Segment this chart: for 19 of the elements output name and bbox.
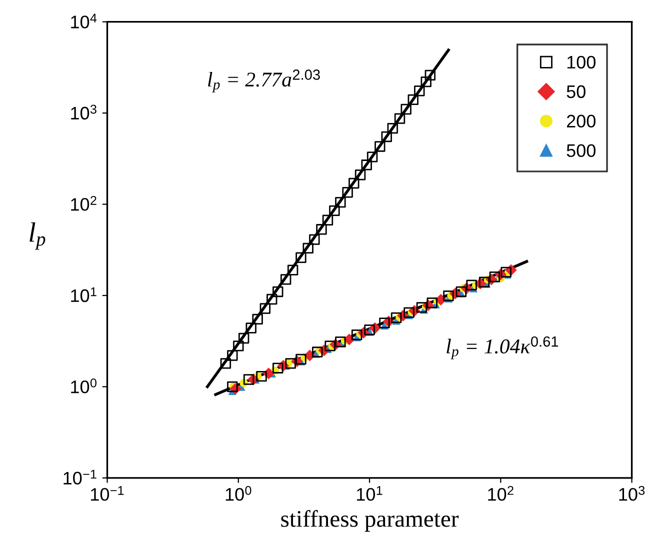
y-tick-label: 10$^{1}$ [71, 287, 96, 302]
y-tick-label: 10$^{3}$ [71, 104, 96, 120]
y-tick-label: 10$^{4}$ [71, 14, 97, 28]
legend-label: 200 [566, 114, 596, 128]
x-axis-title: stiffness parameter [281, 510, 459, 532]
y-tick-label: 10$^{−1}$ [64, 470, 96, 485]
x-tick-label: 10$^{3}$ [619, 486, 645, 501]
legend-label: 100 [567, 56, 596, 69]
x-tick-label: 10$^{0}$ [226, 486, 252, 501]
annotation: l$_{p}$ = 2.77a$^{2.03}$ [208, 70, 320, 92]
x-tick-label: 10$^{−1}$ [91, 486, 124, 501]
x-tick-label: 10$^{2}$ [488, 486, 514, 501]
y-axis-title: l$_{p}$ [30, 222, 46, 250]
legend-label: 50 [566, 85, 586, 98]
legend-label: 500 [566, 144, 596, 158]
x-tick-label: 10$^{1}$ [357, 486, 382, 501]
y-tick-label: 10$^{2}$ [71, 196, 96, 211]
annotation: l$_{p}$ = 1.04κ$^{0.61}$ [446, 336, 558, 360]
y-tick-label: 10$^{0}$ [71, 378, 96, 394]
